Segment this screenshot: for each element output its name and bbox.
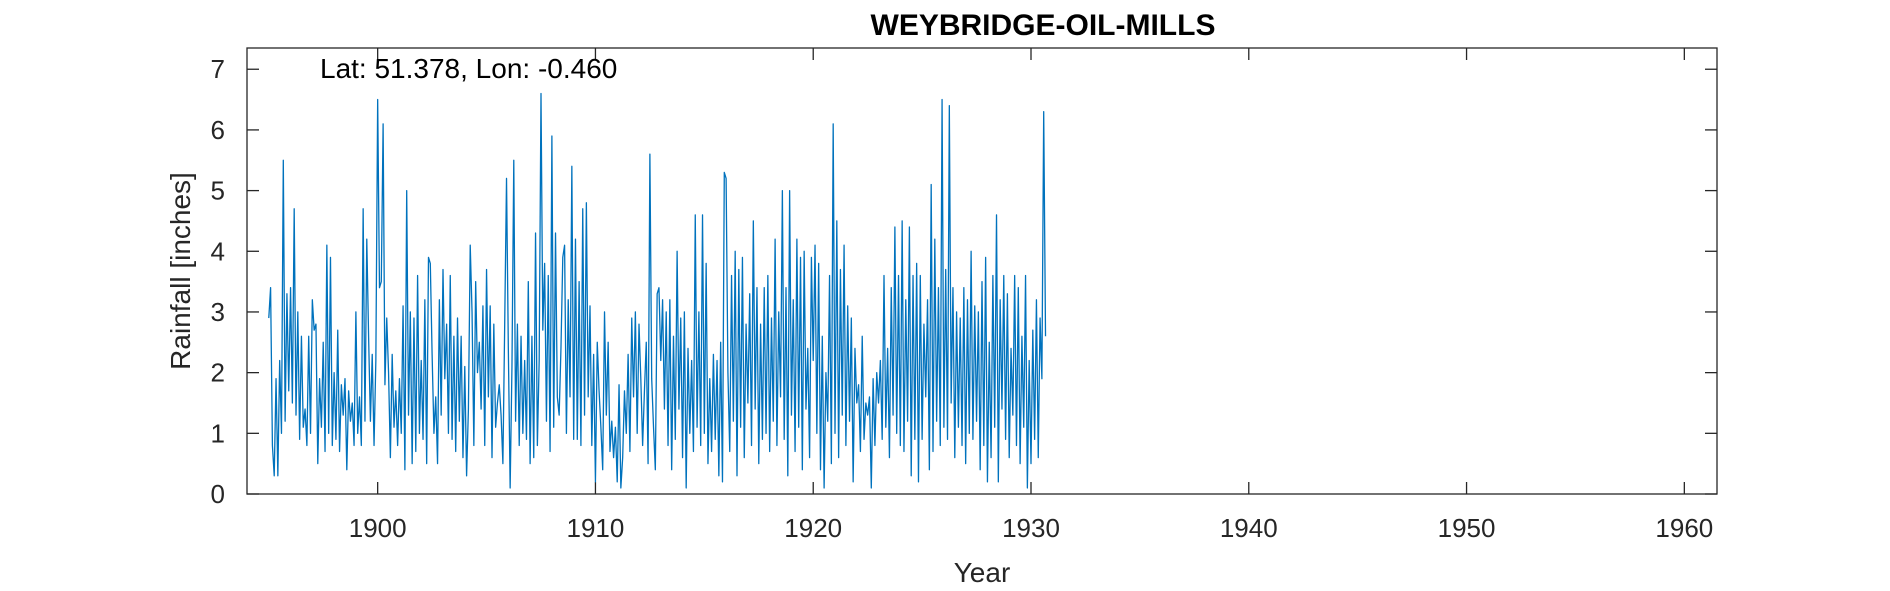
x-tick-label: 1950 bbox=[1438, 513, 1496, 543]
axis-ticks bbox=[247, 48, 1717, 495]
y-tick-label: 1 bbox=[211, 418, 225, 448]
y-tick-label: 2 bbox=[211, 358, 225, 388]
y-axis-label: Rainfall [inches] bbox=[165, 172, 196, 370]
y-tick-label: 0 bbox=[211, 479, 225, 509]
x-tick-label: 1940 bbox=[1220, 513, 1278, 543]
y-tick-label: 6 bbox=[211, 115, 225, 145]
x-tick-label: 1900 bbox=[349, 513, 407, 543]
y-tick-label: 5 bbox=[211, 176, 225, 206]
x-tick-labels: 1900 1910 1920 1930 1940 1950 1960 bbox=[349, 513, 1714, 543]
y-tick-label: 7 bbox=[211, 54, 225, 84]
x-tick-label: 1920 bbox=[784, 513, 842, 543]
y-tick-labels: 0 1 2 3 4 5 6 7 bbox=[211, 54, 225, 509]
location-annotation: Lat: 51.378, Lon: -0.460 bbox=[320, 53, 617, 84]
rainfall-series-line bbox=[268, 92, 1047, 489]
x-tick-label: 1910 bbox=[567, 513, 625, 543]
chart-title: WEYBRIDGE-OIL-MILLS bbox=[871, 9, 1216, 42]
y-tick-label: 3 bbox=[211, 297, 225, 327]
x-axis-label: Year bbox=[954, 557, 1011, 588]
x-tick-label: 1960 bbox=[1655, 513, 1713, 543]
x-tick-label: 1930 bbox=[1002, 513, 1060, 543]
y-tick-label: 4 bbox=[211, 236, 225, 266]
